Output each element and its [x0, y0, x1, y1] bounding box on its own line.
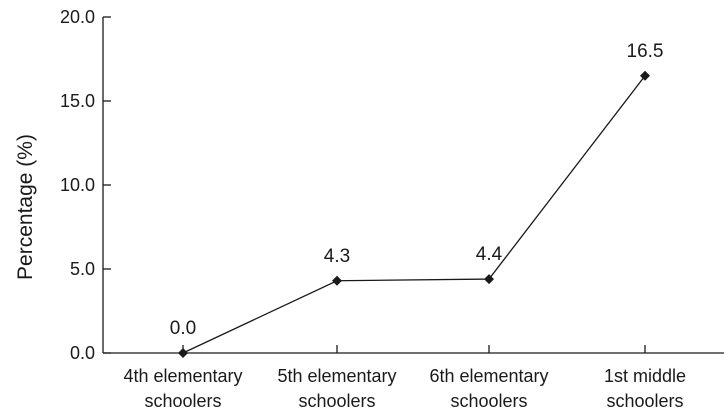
y-axis: 0.0 5.0 10.0 15.0 20.0 — [60, 7, 111, 363]
x-tick-label: schoolers — [450, 391, 527, 411]
data-point-marker — [178, 348, 188, 358]
data-label: 4.3 — [324, 246, 350, 267]
x-tick-group: 4th elementary schoolers 5th elementary sch… — [123, 345, 686, 411]
data-point-marker — [640, 70, 650, 81]
x-tick-label: 6th elementary — [429, 366, 548, 386]
y-tick-label: 5.0 — [70, 259, 95, 279]
x-axis: 4th elementary schoolers 5th elementary sch… — [103, 345, 724, 411]
data-point-marker — [332, 275, 342, 286]
data-label: 0.0 — [170, 318, 196, 339]
x-tick-label: schoolers — [606, 391, 683, 411]
y-tick-label: 20.0 — [60, 7, 95, 27]
y-tick-label: 10.0 — [60, 175, 95, 195]
x-tick-label: 4th elementary — [123, 366, 242, 386]
series-line — [182, 75, 646, 354]
x-tick-label: 5th elementary — [277, 366, 396, 386]
x-tick-label: 1st middle — [604, 366, 686, 386]
data-label: 4.4 — [476, 244, 503, 265]
y-axis-title: Percentage (%) — [14, 134, 37, 280]
y-tick-label: 15.0 — [60, 91, 95, 111]
y-tick-label: 0.0 — [70, 343, 95, 363]
x-tick-label: schoolers — [144, 391, 221, 411]
data-label: 16.5 — [627, 41, 664, 62]
y-tick-group: 0.0 5.0 10.0 15.0 20.0 — [60, 7, 111, 363]
data-point-marker — [484, 274, 494, 285]
x-tick-label: schoolers — [298, 391, 375, 411]
series-group: 0.0 4.3 4.4 16.5 — [170, 41, 664, 358]
